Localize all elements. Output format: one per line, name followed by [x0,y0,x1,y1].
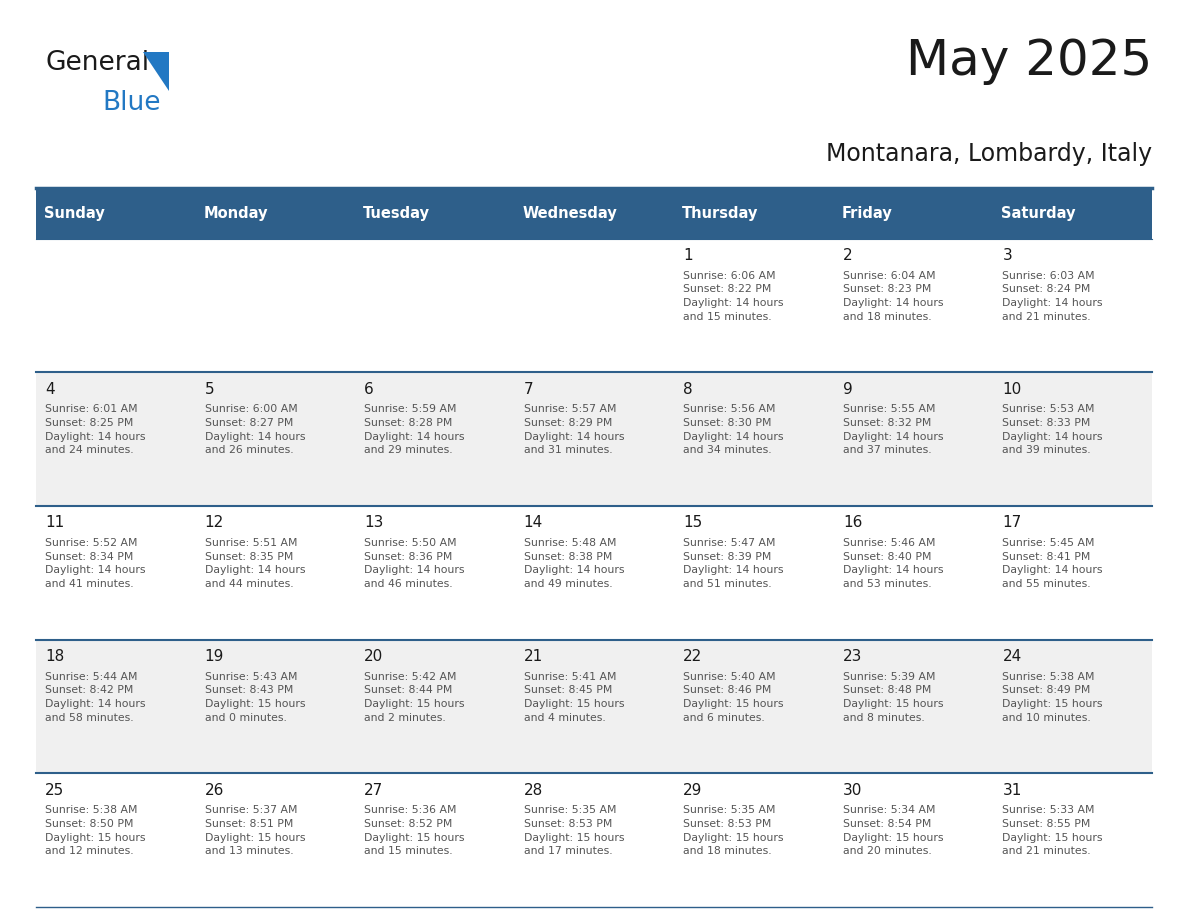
Text: Sunrise: 5:43 AM
Sunset: 8:43 PM
Daylight: 15 hours
and 0 minutes.: Sunrise: 5:43 AM Sunset: 8:43 PM Dayligh… [204,672,305,722]
Text: Sunrise: 5:55 AM
Sunset: 8:32 PM
Daylight: 14 hours
and 37 minutes.: Sunrise: 5:55 AM Sunset: 8:32 PM Dayligh… [842,405,943,455]
Bar [36,640,1152,773]
Text: Sunrise: 5:46 AM
Sunset: 8:40 PM
Daylight: 14 hours
and 53 minutes.: Sunrise: 5:46 AM Sunset: 8:40 PM Dayligh… [842,538,943,588]
Text: 15: 15 [683,515,702,531]
Text: Sunrise: 5:59 AM
Sunset: 8:28 PM
Daylight: 14 hours
and 29 minutes.: Sunrise: 5:59 AM Sunset: 8:28 PM Dayligh… [365,405,465,455]
Text: Sunrise: 5:38 AM
Sunset: 8:50 PM
Daylight: 15 hours
and 12 minutes.: Sunrise: 5:38 AM Sunset: 8:50 PM Dayligh… [45,805,146,856]
Text: Thursday: Thursday [682,206,758,221]
Text: Blue: Blue [102,90,160,116]
Polygon shape [143,52,169,91]
Text: Sunrise: 5:48 AM
Sunset: 8:38 PM
Daylight: 14 hours
and 49 minutes.: Sunrise: 5:48 AM Sunset: 8:38 PM Dayligh… [524,538,625,588]
Text: Sunrise: 6:04 AM
Sunset: 8:23 PM
Daylight: 14 hours
and 18 minutes.: Sunrise: 6:04 AM Sunset: 8:23 PM Dayligh… [842,271,943,321]
Text: Sunrise: 5:33 AM
Sunset: 8:55 PM
Daylight: 15 hours
and 21 minutes.: Sunrise: 5:33 AM Sunset: 8:55 PM Dayligh… [1003,805,1102,856]
Text: 26: 26 [204,783,225,798]
Text: Monday: Monday [203,206,267,221]
Text: Sunrise: 6:00 AM
Sunset: 8:27 PM
Daylight: 14 hours
and 26 minutes.: Sunrise: 6:00 AM Sunset: 8:27 PM Dayligh… [204,405,305,455]
Text: 27: 27 [365,783,384,798]
Text: Sunrise: 5:53 AM
Sunset: 8:33 PM
Daylight: 14 hours
and 39 minutes.: Sunrise: 5:53 AM Sunset: 8:33 PM Dayligh… [1003,405,1102,455]
Text: 4: 4 [45,382,55,397]
Bar [36,506,1152,640]
Text: 6: 6 [365,382,374,397]
Text: 20: 20 [365,649,384,664]
Text: Sunrise: 5:36 AM
Sunset: 8:52 PM
Daylight: 15 hours
and 15 minutes.: Sunrise: 5:36 AM Sunset: 8:52 PM Dayligh… [365,805,465,856]
Text: 7: 7 [524,382,533,397]
Bar [36,188,1152,239]
Text: Sunrise: 5:45 AM
Sunset: 8:41 PM
Daylight: 14 hours
and 55 minutes.: Sunrise: 5:45 AM Sunset: 8:41 PM Dayligh… [1003,538,1102,588]
Text: 3: 3 [1003,248,1012,263]
Text: Sunrise: 5:57 AM
Sunset: 8:29 PM
Daylight: 14 hours
and 31 minutes.: Sunrise: 5:57 AM Sunset: 8:29 PM Dayligh… [524,405,625,455]
Text: 5: 5 [204,382,214,397]
Text: Sunrise: 5:50 AM
Sunset: 8:36 PM
Daylight: 14 hours
and 46 minutes.: Sunrise: 5:50 AM Sunset: 8:36 PM Dayligh… [365,538,465,588]
Text: Sunrise: 5:52 AM
Sunset: 8:34 PM
Daylight: 14 hours
and 41 minutes.: Sunrise: 5:52 AM Sunset: 8:34 PM Dayligh… [45,538,146,588]
Text: Montanara, Lombardy, Italy: Montanara, Lombardy, Italy [826,142,1152,166]
Text: 31: 31 [1003,783,1022,798]
Text: Sunrise: 5:35 AM
Sunset: 8:53 PM
Daylight: 15 hours
and 17 minutes.: Sunrise: 5:35 AM Sunset: 8:53 PM Dayligh… [524,805,625,856]
Text: Sunrise: 5:51 AM
Sunset: 8:35 PM
Daylight: 14 hours
and 44 minutes.: Sunrise: 5:51 AM Sunset: 8:35 PM Dayligh… [204,538,305,588]
Text: 25: 25 [45,783,64,798]
Text: 28: 28 [524,783,543,798]
Text: 12: 12 [204,515,225,531]
Text: May 2025: May 2025 [906,37,1152,84]
Text: 10: 10 [1003,382,1022,397]
Text: Sunrise: 5:42 AM
Sunset: 8:44 PM
Daylight: 15 hours
and 2 minutes.: Sunrise: 5:42 AM Sunset: 8:44 PM Dayligh… [365,672,465,722]
Text: Sunrise: 5:39 AM
Sunset: 8:48 PM
Daylight: 15 hours
and 8 minutes.: Sunrise: 5:39 AM Sunset: 8:48 PM Dayligh… [842,672,943,722]
Text: Sunrise: 5:44 AM
Sunset: 8:42 PM
Daylight: 14 hours
and 58 minutes.: Sunrise: 5:44 AM Sunset: 8:42 PM Dayligh… [45,672,146,722]
Text: 16: 16 [842,515,862,531]
Text: Tuesday: Tuesday [362,206,430,221]
Text: Sunrise: 5:37 AM
Sunset: 8:51 PM
Daylight: 15 hours
and 13 minutes.: Sunrise: 5:37 AM Sunset: 8:51 PM Dayligh… [204,805,305,856]
Text: 21: 21 [524,649,543,664]
Text: Sunrise: 6:06 AM
Sunset: 8:22 PM
Daylight: 14 hours
and 15 minutes.: Sunrise: 6:06 AM Sunset: 8:22 PM Dayligh… [683,271,784,321]
Text: 23: 23 [842,649,862,664]
Text: Sunrise: 5:38 AM
Sunset: 8:49 PM
Daylight: 15 hours
and 10 minutes.: Sunrise: 5:38 AM Sunset: 8:49 PM Dayligh… [1003,672,1102,722]
Text: 1: 1 [683,248,693,263]
Text: 17: 17 [1003,515,1022,531]
Text: 19: 19 [204,649,225,664]
Text: Sunrise: 6:01 AM
Sunset: 8:25 PM
Daylight: 14 hours
and 24 minutes.: Sunrise: 6:01 AM Sunset: 8:25 PM Dayligh… [45,405,146,455]
Text: 13: 13 [365,515,384,531]
Bar [36,773,1152,907]
Text: Wednesday: Wednesday [523,206,617,221]
Text: Sunrise: 5:56 AM
Sunset: 8:30 PM
Daylight: 14 hours
and 34 minutes.: Sunrise: 5:56 AM Sunset: 8:30 PM Dayligh… [683,405,784,455]
Text: 30: 30 [842,783,862,798]
Text: 11: 11 [45,515,64,531]
Text: 8: 8 [683,382,693,397]
Text: Sunrise: 5:41 AM
Sunset: 8:45 PM
Daylight: 15 hours
and 4 minutes.: Sunrise: 5:41 AM Sunset: 8:45 PM Dayligh… [524,672,625,722]
Text: General: General [45,50,150,76]
Text: 24: 24 [1003,649,1022,664]
Text: 14: 14 [524,515,543,531]
Text: Friday: Friday [841,206,892,221]
Text: 22: 22 [683,649,702,664]
Text: Sunrise: 5:35 AM
Sunset: 8:53 PM
Daylight: 15 hours
and 18 minutes.: Sunrise: 5:35 AM Sunset: 8:53 PM Dayligh… [683,805,784,856]
Text: 2: 2 [842,248,853,263]
Text: Sunrise: 5:34 AM
Sunset: 8:54 PM
Daylight: 15 hours
and 20 minutes.: Sunrise: 5:34 AM Sunset: 8:54 PM Dayligh… [842,805,943,856]
Text: 29: 29 [683,783,703,798]
Text: 9: 9 [842,382,853,397]
Text: Sunrise: 6:03 AM
Sunset: 8:24 PM
Daylight: 14 hours
and 21 minutes.: Sunrise: 6:03 AM Sunset: 8:24 PM Dayligh… [1003,271,1102,321]
Text: Sunrise: 5:40 AM
Sunset: 8:46 PM
Daylight: 15 hours
and 6 minutes.: Sunrise: 5:40 AM Sunset: 8:46 PM Dayligh… [683,672,784,722]
Text: 18: 18 [45,649,64,664]
Bar [36,239,1152,373]
Text: Saturday: Saturday [1000,206,1075,221]
Bar [36,373,1152,506]
Text: Sunrise: 5:47 AM
Sunset: 8:39 PM
Daylight: 14 hours
and 51 minutes.: Sunrise: 5:47 AM Sunset: 8:39 PM Dayligh… [683,538,784,588]
Text: Sunday: Sunday [44,206,105,221]
